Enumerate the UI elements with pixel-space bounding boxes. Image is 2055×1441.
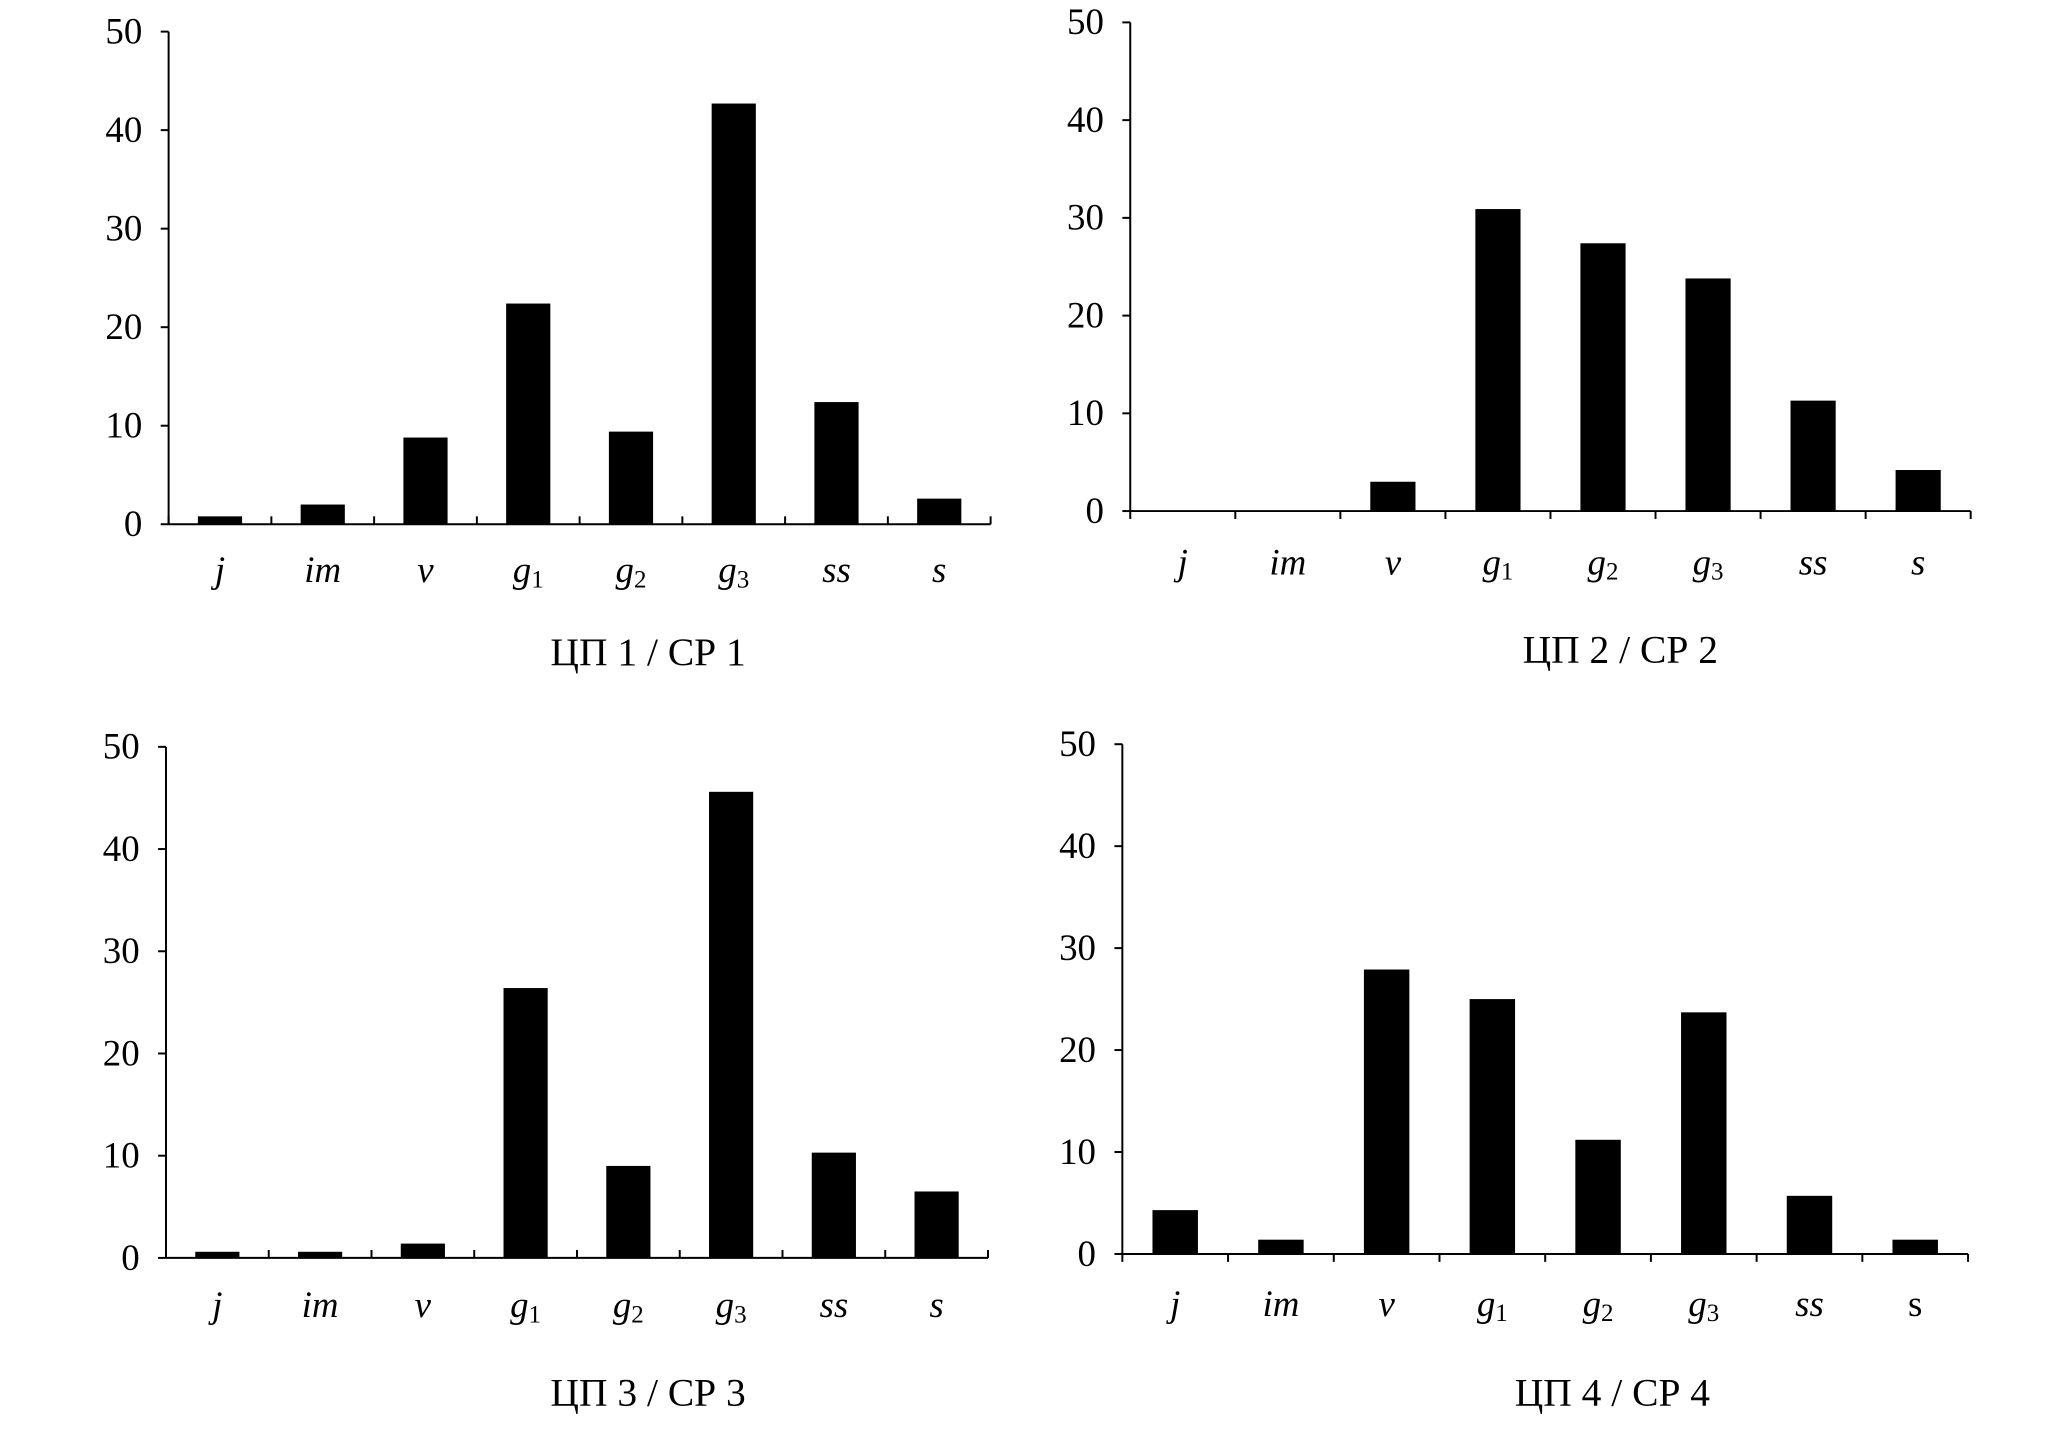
x-tick-label: v <box>417 549 434 590</box>
bar-v <box>403 437 448 525</box>
y-tick-label: 50 <box>105 10 142 51</box>
bar-j <box>1152 1210 1198 1254</box>
bar-g2 <box>608 431 654 525</box>
y-tick-label: 40 <box>1067 99 1104 140</box>
x-tick-label: g2 <box>613 1284 644 1328</box>
x-tick-label: j <box>211 549 225 590</box>
y-tick-label: 30 <box>1059 927 1096 968</box>
y-tick-label: 0 <box>121 1237 139 1278</box>
bar-g2 <box>1580 243 1626 512</box>
x-tick-label: g1 <box>513 549 544 593</box>
y-tick-label: 50 <box>1067 1 1104 42</box>
x-tick-label: g2 <box>1583 1283 1614 1327</box>
bar-g3 <box>1681 1012 1727 1254</box>
x-tick-label: ss <box>822 549 851 590</box>
bar-v <box>1370 481 1416 512</box>
x-tick-label: g2 <box>1588 541 1619 585</box>
bar-ss <box>811 1152 856 1258</box>
bar-im <box>300 504 345 525</box>
chart-title: ЦП 2 / СР 2 <box>1523 628 1718 672</box>
x-tick-label: j <box>1166 1283 1180 1324</box>
bar-g1 <box>506 303 551 525</box>
x-tick-label: s <box>1911 541 1925 582</box>
bar-s <box>1895 470 1941 512</box>
x-tick-label: ss <box>1799 541 1828 582</box>
y-tick-label: 0 <box>124 503 142 544</box>
y-tick-label: 50 <box>103 726 140 767</box>
x-tick-label: s <box>929 1284 943 1325</box>
y-tick-label: 50 <box>1059 723 1096 764</box>
bar-im <box>298 1251 343 1258</box>
x-tick-label: v <box>1378 1283 1395 1324</box>
y-tick-label: 40 <box>1059 825 1096 866</box>
x-tick-label: g1 <box>510 1284 541 1328</box>
bar-g3 <box>711 103 756 525</box>
y-tick-label: 20 <box>1059 1029 1096 1070</box>
y-tick-label: 40 <box>103 828 140 869</box>
bar-g2 <box>606 1165 651 1258</box>
bar-s <box>1892 1239 1938 1254</box>
y-tick-label: 10 <box>103 1135 140 1176</box>
x-tick-label: im <box>302 1284 339 1325</box>
bar-g3 <box>1685 278 1731 512</box>
y-tick-label: 10 <box>105 405 142 446</box>
x-tick-label: g3 <box>1693 541 1724 585</box>
x-tick-label: s <box>932 549 946 590</box>
bar-g1 <box>503 988 548 1258</box>
x-tick-label: g3 <box>1688 1283 1719 1327</box>
chart-title: ЦП 4 / СР 4 <box>1515 1370 1711 1414</box>
bar-im <box>1258 1239 1304 1254</box>
y-tick-label: 0 <box>1078 1233 1096 1274</box>
x-tick-label: v <box>1385 541 1402 582</box>
y-tick-label: 20 <box>1067 294 1104 335</box>
y-tick-label: 20 <box>103 1032 140 1073</box>
x-tick-label: im <box>304 549 341 590</box>
bar-ss <box>1786 1195 1833 1254</box>
chart-title: ЦП 1 / СР 1 <box>550 630 745 674</box>
bar-v <box>400 1243 445 1258</box>
y-tick-label: 20 <box>105 306 142 347</box>
bar-g1 <box>1469 999 1516 1254</box>
x-tick-label: v <box>415 1284 432 1325</box>
bar-g1 <box>1475 209 1521 512</box>
x-tick-label: ss <box>1795 1283 1824 1324</box>
y-tick-label: 10 <box>1067 392 1104 433</box>
y-tick-label: 30 <box>105 208 142 249</box>
x-tick-label: im <box>1269 541 1306 582</box>
x-tick-label: ss <box>820 1284 849 1325</box>
x-tick-label: g1 <box>1477 1283 1508 1327</box>
x-tick-label: j <box>208 1284 222 1325</box>
y-tick-label: 10 <box>1059 1131 1096 1172</box>
chart-title: ЦП 3 / СР 3 <box>550 1370 745 1414</box>
y-tick-label: 30 <box>103 930 140 971</box>
x-tick-label: s <box>1908 1283 1922 1324</box>
x-tick-label: j <box>1174 541 1188 582</box>
x-tick-label: g2 <box>616 549 647 593</box>
x-tick-label: g1 <box>1482 541 1513 585</box>
bar-g3 <box>709 791 754 1258</box>
bar-s <box>914 1191 959 1258</box>
bar-j <box>197 516 243 525</box>
bar-ss <box>1790 400 1836 512</box>
x-tick-label: g3 <box>716 1284 747 1328</box>
y-tick-label: 40 <box>105 109 142 150</box>
bar-s <box>917 498 962 525</box>
bar-v <box>1363 969 1410 1254</box>
bar-j <box>195 1251 240 1258</box>
bar-ss <box>814 402 859 525</box>
bar-g2 <box>1575 1139 1621 1254</box>
y-tick-label: 0 <box>1085 490 1103 531</box>
x-tick-label: im <box>1262 1283 1299 1324</box>
y-tick-label: 30 <box>1067 197 1104 238</box>
x-tick-label: g3 <box>718 549 749 593</box>
